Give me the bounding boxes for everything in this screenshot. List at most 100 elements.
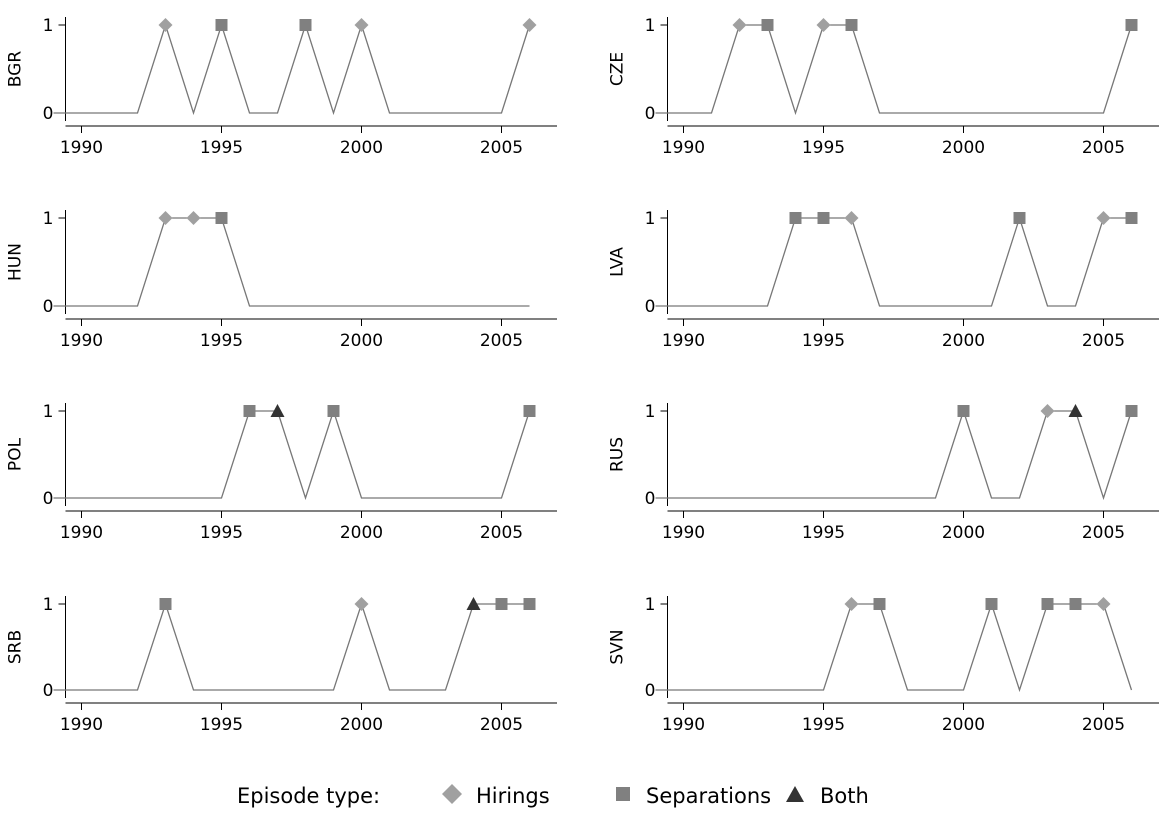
marker-hirings-bgr-2000 [354,18,369,32]
x-tick-label-pol-2000: 2000 [340,523,383,543]
x-tick-label-bgr-1990: 1990 [60,138,103,158]
marker-separations-srb-2005 [495,598,508,610]
marker-separations-cze-1993 [761,19,774,31]
legend-item-hirings: Hirings [442,784,550,808]
marker-separations-svn-2003 [1041,598,1054,610]
legend-label-both: Both [820,784,869,808]
marker-separations-lva-1994 [789,212,802,224]
y-axis-title-pol: POL [6,437,26,471]
x-tick-label-svn-2000: 2000 [942,715,985,735]
x-tick-label-srb-1990: 1990 [60,715,103,735]
x-tick-label-pol-1995: 1995 [200,523,243,543]
marker-hirings-lva-2005 [1096,211,1111,225]
x-tick-label-pol-1990: 1990 [60,523,103,543]
y-tick-label-rus-0: 0 [645,489,656,509]
y-tick-label-pol-1: 1 [43,402,54,422]
panels-group: 0 1 1990 1995 2000 2005 BGR 0 1 1990 1995 2000 2005 C… [6,16,1159,735]
marker-hirings-lva-1996 [844,211,859,225]
marker-separations-rus-2006 [1125,405,1138,417]
marker-separations-bgr-1995 [215,19,228,31]
marker-separations-cze-2006 [1125,19,1138,31]
marker-hirings-svn-2005 [1096,597,1111,611]
legend: Episode type: Hirings Separations Both [237,784,869,808]
y-axis-title-srb: SRB [6,630,26,664]
panel-bgr: 0 1 1990 1995 2000 2005 BGR [6,16,557,158]
marker-both-srb-2004 [466,597,481,610]
x-tick-label-lva-1990: 1990 [662,331,705,351]
marker-hirings-cze-1995 [816,18,831,32]
x-tick-label-bgr-1995: 1995 [200,138,243,158]
x-tick-label-hun-1990: 1990 [60,331,103,351]
y-tick-label-cze-0: 0 [645,104,656,124]
marker-hirings-bgr-1993 [158,18,173,32]
legend-item-separations: Separations [616,784,771,808]
marker-separations-lva-2006 [1125,212,1138,224]
marker-separations-lva-2002 [1013,212,1026,224]
x-tick-label-bgr-2000: 2000 [340,138,383,158]
marker-separations-srb-2006 [523,598,536,610]
y-tick-label-hun-1: 1 [43,209,54,229]
y-axis-title-lva: LVA [608,247,628,277]
x-tick-label-srb-2000: 2000 [340,715,383,735]
series-line-pol [53,408,531,501]
series-line-cze [655,24,1133,116]
square-icon [616,787,630,801]
legend-title: Episode type: [237,784,380,808]
x-tick-label-rus-2000: 2000 [942,523,985,543]
y-axis-title-hun: HUN [6,243,26,281]
marker-separations-svn-2001 [985,598,998,610]
y-tick-label-srb-0: 0 [43,681,54,701]
x-tick-label-rus-1995: 1995 [802,523,845,543]
panel-pol: 0 1 1990 1995 2000 2005 POL [6,402,557,543]
marker-hirings-srb-2000 [354,597,369,611]
series-line-rus [655,408,1133,501]
diamond-icon [442,784,462,804]
marker-separations-pol-1996 [243,405,256,417]
marker-both-pol-1997 [270,404,285,417]
x-tick-label-lva-2000: 2000 [942,331,985,351]
legend-label-separations: Separations [646,784,771,808]
y-tick-label-lva-0: 0 [645,297,656,317]
y-tick-label-pol-0: 0 [43,489,54,509]
x-tick-label-cze-2005: 2005 [1082,138,1125,158]
y-tick-label-srb-1: 1 [43,595,54,615]
marker-hirings-hun-1993 [158,211,173,225]
y-axis-title-cze: CZE [608,52,628,86]
marker-separations-svn-2004 [1069,598,1082,610]
marker-separations-pol-2006 [523,405,536,417]
legend-item-both: Both [786,784,869,808]
y-tick-label-lva-1: 1 [645,209,656,229]
marker-separations-hun-1995 [215,212,228,224]
panel-srb: 0 1 1990 1995 2000 2005 SRB [6,595,557,735]
y-tick-label-svn-0: 0 [645,681,656,701]
panel-rus: 0 1 1990 1995 2000 2005 RUS [608,402,1159,543]
marker-hirings-cze-1992 [732,18,747,32]
marker-separations-lva-1995 [817,212,830,224]
panel-hun: 0 1 1990 1995 2000 2005 HUN [6,209,557,351]
marker-separations-svn-1997 [873,598,886,610]
x-tick-label-cze-1995: 1995 [802,138,845,158]
marker-separations-cze-1996 [845,19,858,31]
x-tick-label-svn-1990: 1990 [662,715,705,735]
x-tick-label-rus-1990: 1990 [662,523,705,543]
series-line-hun [53,217,530,307]
marker-separations-srb-1993 [159,598,172,610]
marker-hirings-bgr-2006 [522,18,537,32]
legend-label-hirings: Hirings [476,784,550,808]
triangle-icon [786,786,804,802]
x-tick-label-srb-2005: 2005 [480,715,523,735]
x-tick-label-cze-2000: 2000 [942,138,985,158]
y-axis-title-rus: RUS [608,437,628,472]
x-tick-label-lva-1995: 1995 [802,331,845,351]
x-tick-label-rus-2005: 2005 [1082,523,1125,543]
x-tick-label-hun-2000: 2000 [340,331,383,351]
panel-svn: 0 1 1990 1995 2000 2005 SVN [608,595,1159,735]
marker-separations-bgr-1998 [299,19,312,31]
x-tick-label-hun-1995: 1995 [200,331,243,351]
x-tick-label-cze-1990: 1990 [662,138,705,158]
x-tick-label-svn-1995: 1995 [802,715,845,735]
marker-both-rus-2004 [1068,404,1083,417]
x-tick-label-bgr-2005: 2005 [480,138,523,158]
